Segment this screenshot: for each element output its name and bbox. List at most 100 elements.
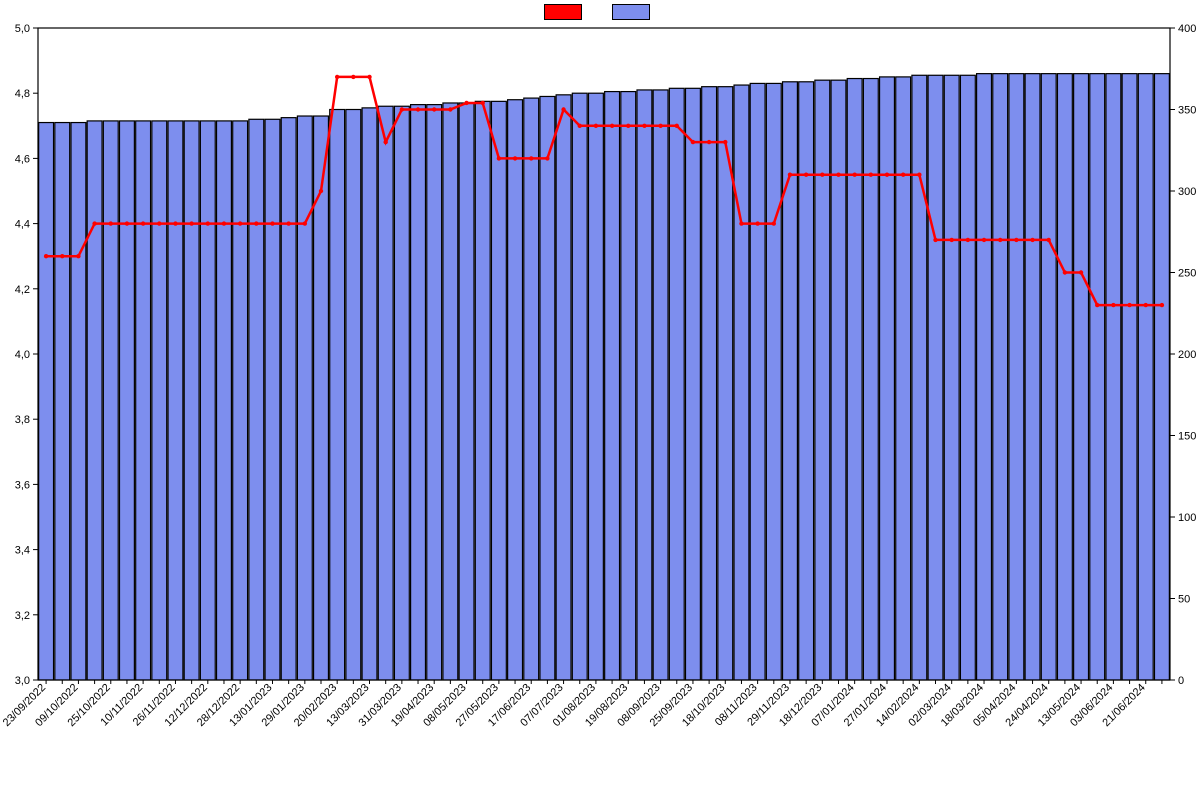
line-marker — [383, 140, 387, 144]
chart-svg: 3,03,23,43,63,84,04,24,44,64,85,00501001… — [0, 0, 1200, 800]
y-right-tick-label: 50 — [1178, 594, 1190, 606]
bar — [993, 74, 1008, 680]
line-marker — [1063, 270, 1067, 274]
line-marker — [982, 238, 986, 242]
y-left-tick-label: 3,6 — [15, 479, 30, 491]
line-marker — [852, 173, 856, 177]
line-marker — [481, 101, 485, 105]
legend-swatch-bar — [612, 4, 650, 20]
line-marker — [109, 221, 113, 225]
line-marker — [675, 124, 679, 128]
line-marker — [529, 156, 533, 160]
bar — [281, 118, 296, 680]
y-left-tick-label: 4,2 — [15, 284, 30, 296]
line-marker — [1079, 270, 1083, 274]
line-marker — [335, 75, 339, 79]
line-marker — [60, 254, 64, 258]
bar — [427, 105, 442, 680]
line-marker — [303, 221, 307, 225]
line-marker — [836, 173, 840, 177]
bar — [831, 80, 846, 680]
bar — [653, 90, 668, 680]
line-marker — [76, 254, 80, 258]
bar — [1041, 74, 1056, 680]
bar — [1106, 74, 1121, 680]
line-marker — [222, 221, 226, 225]
bar — [556, 95, 571, 680]
line-marker — [1030, 238, 1034, 242]
bar — [960, 75, 975, 680]
bar — [1057, 74, 1072, 680]
line-marker — [157, 221, 161, 225]
bar — [459, 103, 474, 680]
bar — [217, 121, 232, 680]
bar — [39, 123, 54, 680]
line-marker — [723, 140, 727, 144]
y-right-tick-label: 100 — [1178, 512, 1196, 524]
bar — [200, 121, 215, 680]
y-right-tick-label: 150 — [1178, 431, 1196, 443]
bar — [1074, 74, 1089, 680]
line-marker — [1111, 303, 1115, 307]
line-marker — [432, 107, 436, 111]
line-marker — [594, 124, 598, 128]
bar — [184, 121, 199, 680]
bar — [491, 101, 506, 680]
bar — [508, 100, 523, 680]
line-marker — [869, 173, 873, 177]
line-marker — [125, 221, 129, 225]
y-right-tick-label: 250 — [1178, 268, 1196, 280]
line-marker — [917, 173, 921, 177]
bar — [718, 87, 733, 680]
line-marker — [901, 173, 905, 177]
line-marker — [44, 254, 48, 258]
line-marker — [367, 75, 371, 79]
bar — [863, 79, 878, 680]
bar — [443, 103, 458, 680]
bar — [605, 92, 620, 680]
line-marker — [626, 124, 630, 128]
legend-item-bar — [612, 4, 656, 20]
bar — [977, 74, 992, 680]
bar — [524, 98, 539, 680]
line-marker — [1014, 238, 1018, 242]
bar — [87, 121, 102, 680]
line-marker — [788, 173, 792, 177]
bar — [233, 121, 248, 680]
bar — [394, 106, 409, 680]
bar — [734, 85, 749, 680]
dual-axis-chart: 3,03,23,43,63,84,04,24,44,64,85,00501001… — [0, 0, 1200, 800]
line-marker — [1127, 303, 1131, 307]
y-right-tick-label: 300 — [1178, 186, 1196, 198]
line-marker — [238, 221, 242, 225]
line-marker — [351, 75, 355, 79]
y-right-tick-label: 200 — [1178, 349, 1196, 361]
bar — [265, 119, 280, 680]
bar — [702, 87, 717, 680]
line-marker — [739, 221, 743, 225]
bar — [1025, 74, 1040, 680]
line-marker — [578, 124, 582, 128]
line-marker — [464, 101, 468, 105]
bar — [411, 105, 426, 680]
y-left-tick-label: 4,8 — [15, 88, 30, 100]
bar — [686, 88, 701, 680]
line-marker — [497, 156, 501, 160]
y-right-tick-label: 400 — [1178, 23, 1196, 35]
bar — [346, 110, 361, 681]
bar — [1009, 74, 1024, 680]
y-right-tick-label: 350 — [1178, 105, 1196, 117]
bar — [1090, 74, 1105, 680]
line-marker — [1144, 303, 1148, 307]
bar — [880, 77, 895, 680]
y-right-tick-label: 0 — [1178, 675, 1184, 687]
y-left-tick-label: 4,6 — [15, 153, 30, 165]
line-marker — [658, 124, 662, 128]
line-marker — [141, 221, 145, 225]
bar — [669, 88, 684, 680]
bar — [896, 77, 911, 680]
line-marker — [707, 140, 711, 144]
bar — [572, 93, 587, 680]
y-left-tick-label: 5,0 — [15, 23, 30, 35]
bar — [330, 110, 345, 681]
